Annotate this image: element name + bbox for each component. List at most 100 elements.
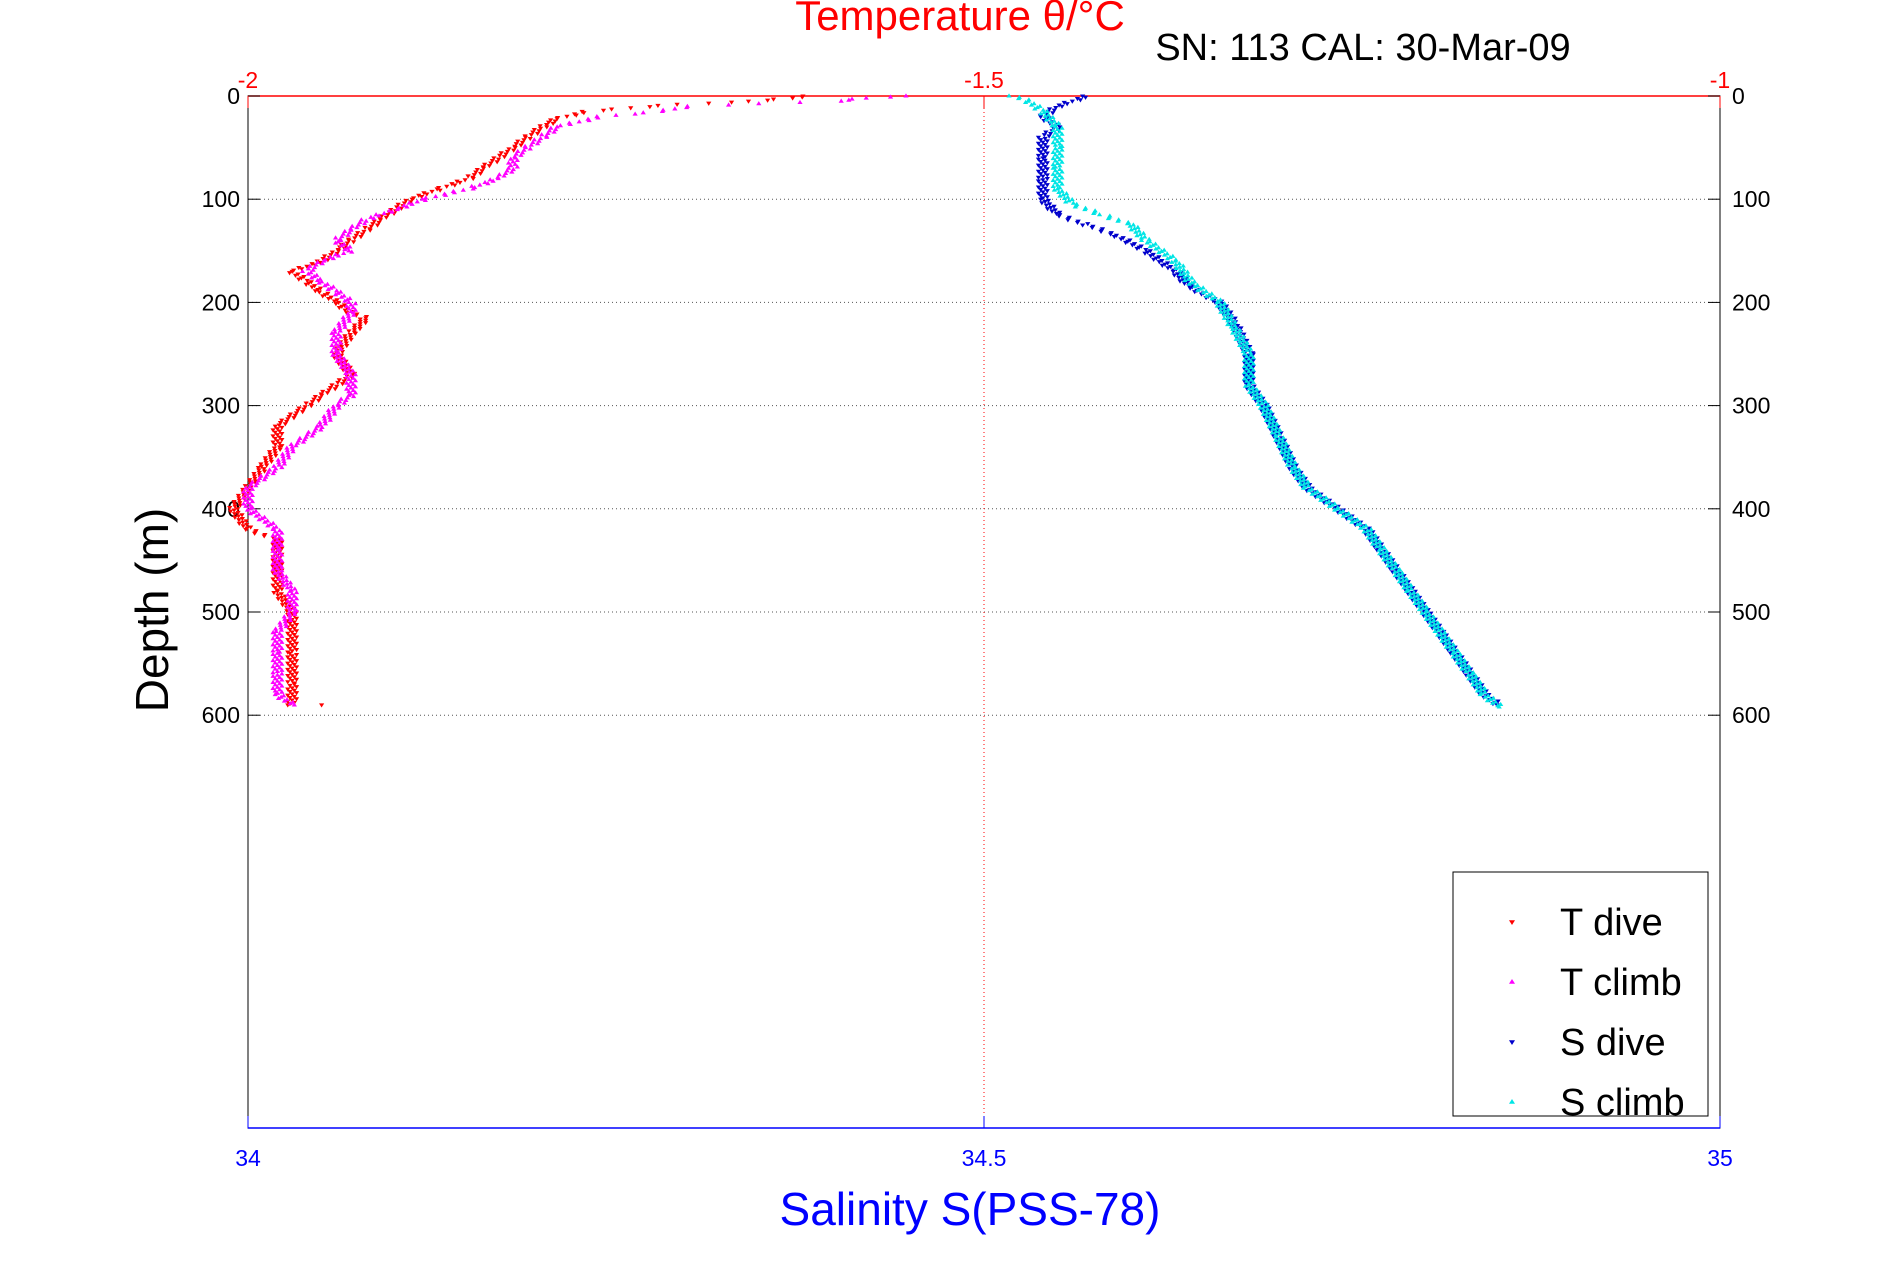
data-point	[573, 113, 579, 118]
data-point	[302, 405, 308, 410]
data-point	[1250, 384, 1256, 389]
data-point	[249, 492, 256, 498]
data-point	[381, 210, 387, 215]
data-point	[287, 594, 293, 599]
data-point	[1038, 166, 1044, 171]
data-point	[352, 378, 359, 383]
data-point	[227, 509, 234, 514]
data-point	[289, 660, 295, 665]
data-point	[270, 673, 276, 678]
data-point	[1435, 632, 1441, 637]
data-point	[1450, 654, 1456, 659]
data-point	[256, 468, 262, 473]
data-point	[1045, 112, 1052, 117]
data-point	[316, 398, 322, 404]
y-tick-label-left: 300	[202, 393, 240, 419]
data-point	[283, 601, 289, 607]
data-point	[245, 494, 251, 499]
data-point	[274, 427, 281, 432]
data-point	[1273, 425, 1280, 430]
data-point	[1283, 445, 1289, 450]
data-point	[1167, 254, 1173, 260]
data-point	[849, 96, 855, 101]
data-point	[1270, 419, 1277, 424]
data-point	[289, 692, 295, 697]
data-point	[1059, 181, 1065, 186]
data-point	[1320, 496, 1327, 501]
data-point	[283, 598, 289, 603]
data-point	[1050, 171, 1056, 176]
data-point	[342, 336, 348, 341]
data-point	[1250, 379, 1256, 385]
data-point	[272, 666, 278, 671]
data-point	[293, 659, 300, 664]
data-point	[342, 334, 348, 339]
data-point	[268, 457, 274, 462]
data-point	[277, 637, 283, 642]
data-point	[332, 329, 338, 334]
data-point	[276, 423, 282, 428]
data-point	[340, 314, 346, 320]
data-point	[270, 630, 276, 635]
data-point	[1442, 630, 1448, 635]
data-point	[279, 677, 285, 682]
data-point	[284, 445, 290, 450]
data-point	[274, 634, 281, 640]
data-point	[1052, 121, 1058, 127]
data-point	[281, 458, 287, 464]
data-point	[1177, 264, 1183, 269]
data-point	[283, 621, 289, 626]
data-point	[429, 189, 435, 195]
data-point	[334, 355, 340, 360]
data-point	[341, 241, 347, 246]
data-point	[336, 321, 342, 326]
data-point	[309, 285, 315, 290]
data-point	[1428, 622, 1434, 627]
data-point	[291, 645, 297, 650]
data-point	[235, 510, 241, 516]
data-point	[1389, 565, 1395, 570]
data-point	[1153, 256, 1159, 261]
data-point	[1423, 616, 1429, 621]
data-point	[270, 428, 276, 433]
legend-box	[1452, 871, 1709, 1117]
data-point	[242, 484, 248, 489]
data-point	[324, 281, 331, 286]
data-point	[1242, 383, 1249, 388]
legend: T dive T climb S dive S climb	[1452, 871, 1709, 1124]
data-point	[460, 187, 466, 192]
data-point	[1225, 318, 1231, 323]
data-point	[332, 235, 339, 240]
series-t-climb	[240, 93, 909, 707]
data-point	[1426, 611, 1433, 616]
data-point	[756, 101, 762, 106]
data-point	[1427, 619, 1433, 624]
data-point	[512, 155, 518, 160]
data-point	[1477, 679, 1483, 684]
data-point	[272, 586, 278, 591]
data-point	[1466, 664, 1472, 669]
data-point	[1044, 207, 1051, 212]
data-point	[470, 177, 476, 182]
data-point	[1373, 536, 1379, 541]
data-point	[351, 323, 358, 328]
data-point	[346, 299, 352, 304]
data-point	[274, 543, 281, 548]
data-point	[1022, 99, 1029, 105]
data-point	[1225, 314, 1231, 319]
data-point	[1195, 287, 1201, 292]
data-point	[289, 624, 295, 629]
data-point	[409, 197, 415, 202]
data-point	[346, 369, 352, 374]
data-point	[273, 628, 279, 633]
data-point	[287, 588, 293, 593]
data-point	[272, 451, 278, 456]
data-point	[674, 102, 680, 107]
data-point	[272, 579, 278, 585]
data-point	[253, 508, 259, 513]
data-point	[319, 393, 325, 398]
data-point	[330, 404, 336, 409]
data-point	[362, 226, 368, 231]
data-point	[357, 324, 363, 329]
data-point	[1244, 378, 1250, 383]
